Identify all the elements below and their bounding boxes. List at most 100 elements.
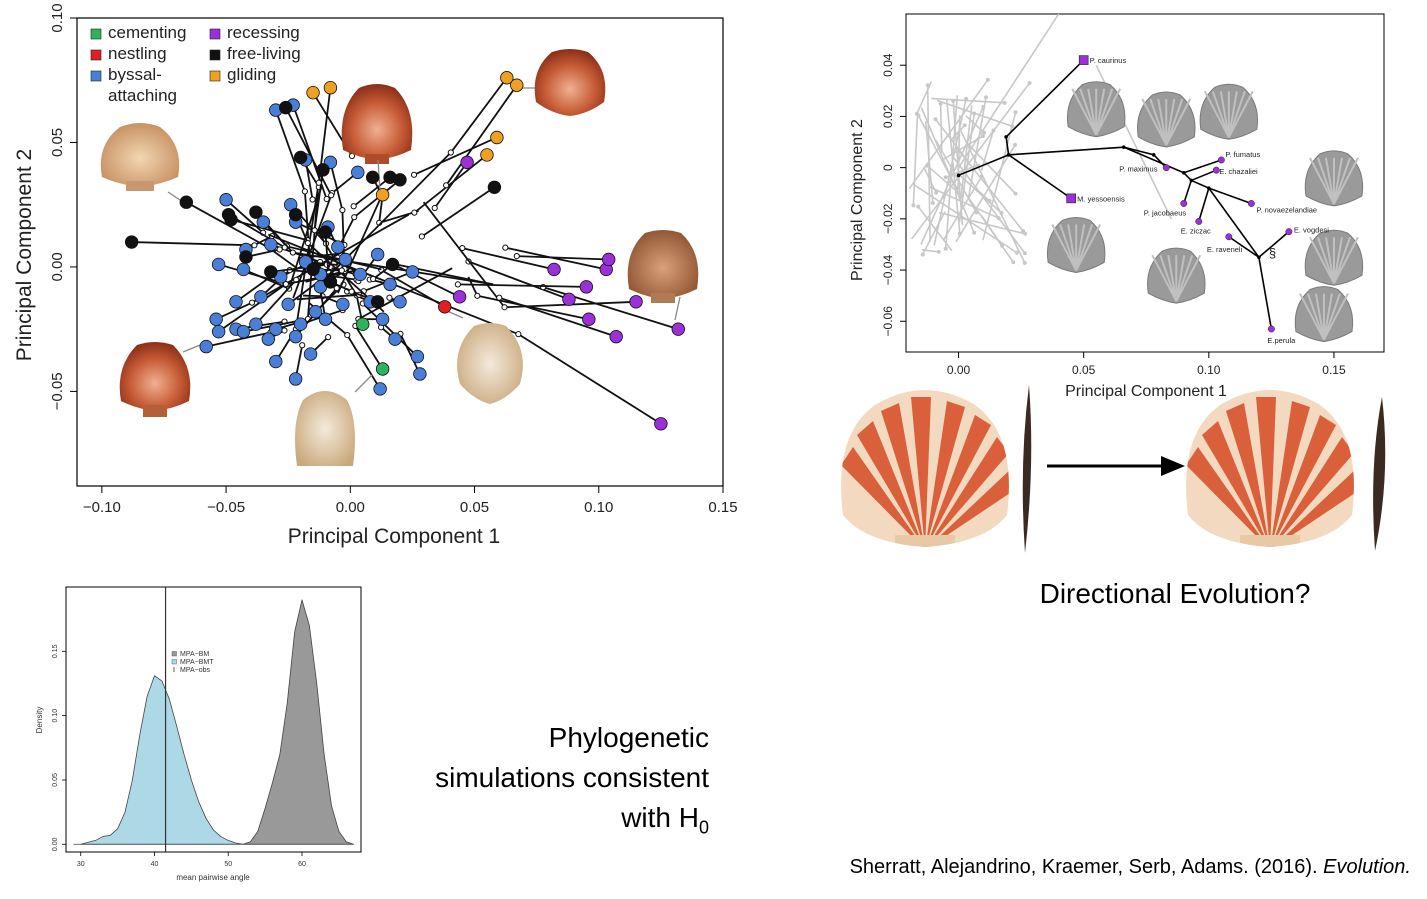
simulated-node — [1013, 191, 1018, 196]
y-axis-label: Principal Component 2 — [13, 149, 36, 361]
arrow-right-icon — [1047, 456, 1185, 476]
legend-swatch — [171, 659, 177, 665]
tree-node — [1207, 186, 1211, 190]
tree-branch — [1208, 187, 1260, 258]
x-axis-label: mean pairwise angle — [176, 873, 250, 882]
taxon-label: P. caurinus — [1090, 56, 1127, 65]
data-point-byssal-attaching — [331, 240, 345, 254]
legend-swatch — [209, 70, 221, 82]
tree-branch — [1258, 257, 1273, 330]
citation: Sherratt, Alejandrino, Kraemer, Serb, Ad… — [745, 856, 1411, 879]
y-tick-label: 0 — [881, 164, 895, 171]
ancestral-node — [325, 334, 332, 341]
shell-photo-icon — [341, 84, 413, 164]
caption-line: with H0 — [395, 798, 709, 848]
taxon-marker — [1195, 217, 1203, 225]
data-point-byssal-attaching — [338, 252, 353, 267]
shell-side-view-icon — [1373, 397, 1386, 551]
density-area-MPA−BMT — [80, 675, 244, 845]
tree-branch — [958, 154, 1009, 177]
simulated-node — [972, 230, 977, 235]
data-point-free-living — [385, 257, 400, 272]
ancestral-node — [276, 246, 283, 253]
ancestral-node — [251, 242, 258, 249]
tree-node — [1181, 170, 1186, 175]
taxon-marker — [1217, 156, 1225, 164]
data-point-byssal-attaching — [236, 262, 251, 277]
y-tick-label: 0.02 — [881, 104, 895, 128]
x-tick-label: 40 — [151, 861, 159, 868]
phylogeny-edge — [318, 151, 452, 287]
phylogeny-edge — [421, 186, 495, 238]
data-point-free-living — [365, 170, 380, 185]
legend-label: byssal- — [108, 65, 162, 84]
data-point-recessing — [452, 290, 467, 304]
legend-swatch — [209, 28, 221, 40]
data-point-recessing — [579, 280, 594, 294]
tree-branch — [1228, 236, 1260, 258]
y-axis-label: Principal Component 2 — [849, 119, 866, 281]
data-point-gliding — [375, 188, 390, 202]
data-point-byssal-attaching — [229, 295, 243, 309]
ancestral-node — [299, 342, 306, 349]
ancestral-node — [502, 244, 509, 251]
phylogeny-edge — [357, 267, 453, 320]
grey-shell-icon — [1294, 286, 1354, 343]
simulated-node — [964, 96, 969, 101]
data-point-byssal-attaching — [254, 290, 268, 304]
ancestral-node — [443, 182, 450, 189]
simulated-node — [1014, 250, 1019, 255]
shell-photo-icon — [295, 391, 355, 466]
simulated-node — [1013, 142, 1018, 147]
simulated-edge — [960, 105, 973, 197]
y-tick-label: −0.06 — [881, 306, 895, 337]
simulated-edge — [911, 82, 1031, 240]
legend-swatch — [209, 49, 221, 61]
ancestral-node — [311, 227, 318, 234]
data-point-gliding — [510, 78, 524, 92]
phylomorphospace-chart: P. caurinus M. yessoensis P. maximus P. fum… — [849, 13, 1385, 400]
simulated-node — [1021, 229, 1026, 234]
taxon-marker — [1225, 233, 1233, 241]
data-point-gliding — [490, 130, 504, 145]
caption-line: Phylogenetic — [548, 722, 709, 753]
simulated-edge — [980, 214, 1003, 247]
simulated-edge — [980, 130, 995, 171]
simulated-node — [983, 95, 988, 100]
y-tick-label: 0.05 — [49, 128, 66, 157]
simulated-node — [934, 190, 939, 195]
tree-node — [1189, 178, 1194, 183]
data-point-cementing — [375, 362, 390, 376]
y-axis-label: Density — [35, 707, 44, 734]
taxon-label: E. raveneli — [1207, 245, 1243, 254]
simulated-edge — [938, 211, 1026, 235]
ancestral-node — [309, 196, 316, 203]
ancestral-node — [348, 288, 355, 295]
data-point-free-living — [264, 265, 278, 279]
y-tick-label: −0.05 — [49, 372, 66, 410]
ancestral-node — [411, 209, 418, 216]
x-tick-label: 0.15 — [708, 499, 737, 516]
legend-swatch — [90, 28, 102, 40]
phylogeny-edge — [468, 260, 570, 301]
simulated-edge — [955, 144, 1016, 243]
simulated-node — [962, 123, 967, 128]
data-point-gliding — [500, 71, 514, 85]
ancestral-node — [454, 281, 461, 288]
simulated-node — [980, 134, 985, 139]
y-tick-label: 0.05 — [52, 773, 59, 787]
taxon-marker — [1267, 325, 1275, 333]
simulated-edge — [967, 97, 987, 197]
y-tick-label: 0.00 — [52, 837, 59, 851]
simulated-node — [911, 203, 916, 208]
x-tick-label: 0.00 — [947, 363, 971, 377]
x-tick-label: 0.05 — [460, 499, 489, 516]
simulated-node — [987, 198, 992, 203]
data-point-cementing — [356, 317, 370, 331]
simulated-node — [1022, 251, 1027, 256]
simulated-node — [957, 231, 962, 236]
data-point-free-living — [224, 212, 238, 227]
y-tick-label: −0.02 — [881, 203, 895, 234]
simulated-node — [933, 117, 938, 122]
tree-branch — [1005, 136, 1010, 155]
